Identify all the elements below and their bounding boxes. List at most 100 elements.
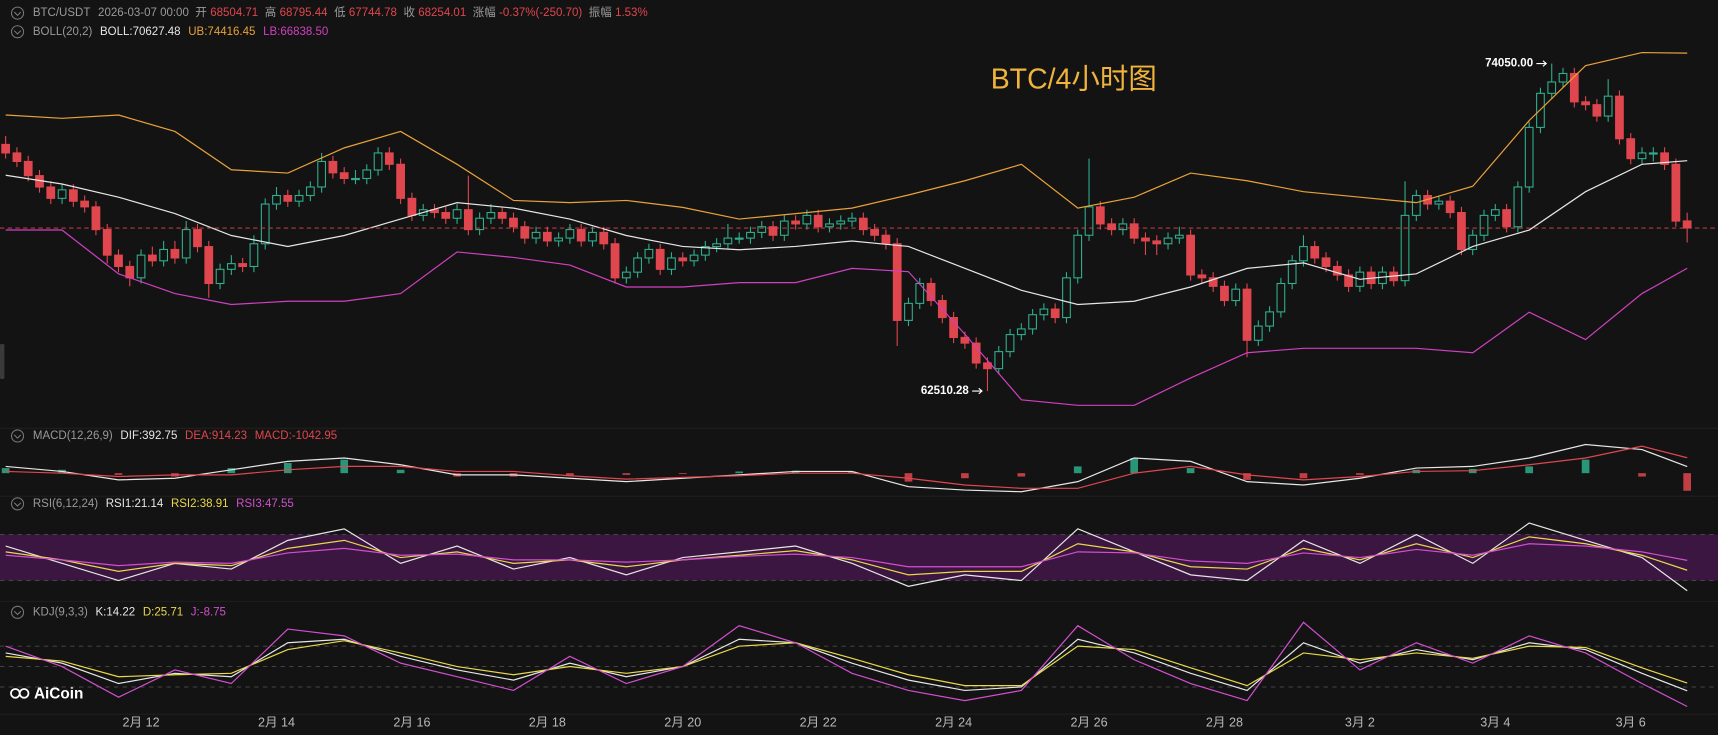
candle-body (712, 243, 722, 248)
candle-body (1615, 95, 1624, 140)
field-label: 开 (195, 7, 207, 19)
candle-body (904, 302, 913, 321)
candle-body (1660, 152, 1669, 165)
candle-body (1569, 72, 1579, 103)
candle-body (667, 257, 676, 270)
macd-bar (1299, 473, 1308, 479)
candle-body (1479, 214, 1489, 236)
candle-body (813, 214, 823, 228)
candle-body (621, 271, 631, 279)
candle-body (294, 194, 304, 202)
macd-bar (1017, 473, 1026, 477)
field-label: 振幅 (589, 5, 612, 19)
legend-entry: BOLL:70627.48 (100, 26, 181, 38)
candle-body (1073, 234, 1083, 279)
candle-body (1039, 308, 1049, 316)
candle-body (486, 211, 496, 219)
candle-body (396, 163, 406, 199)
candle-body (565, 229, 575, 239)
candle-body (91, 206, 101, 231)
bell-icon (10, 25, 25, 39)
candle-body (1581, 101, 1590, 106)
candle-body (125, 265, 135, 279)
candle-body (215, 268, 225, 285)
candle-body (1287, 260, 1297, 285)
candle-body (881, 234, 891, 245)
candle-body (960, 336, 970, 344)
candle-body (994, 351, 1004, 370)
logo: AiCoin (10, 686, 83, 703)
candle-body (317, 160, 327, 188)
legend-entry: D:25.71 (143, 606, 183, 618)
field-label: 高 (265, 5, 277, 19)
candle-body (531, 231, 541, 239)
legend: MACD(12,26,9) DIF:392.75 DEA:914.23 MACD:-1… (33, 430, 337, 442)
indicator-line (5, 229, 1688, 406)
macd-bar (1581, 459, 1590, 474)
symbol: BTC/USDT (33, 7, 91, 19)
side-handle[interactable] (0, 343, 5, 380)
field-value: 68254.01 (418, 7, 466, 19)
candle-body (1502, 209, 1511, 228)
candle-body (463, 209, 473, 231)
logo-icon (18, 688, 30, 699)
candle-body (328, 160, 338, 174)
candle-body (23, 160, 33, 177)
candle-body (1457, 211, 1466, 250)
candle-body (1299, 246, 1308, 262)
legend-entry: LB:66838.50 (263, 26, 328, 38)
field-label: 涨幅 (473, 6, 496, 19)
candle-body (362, 169, 372, 180)
candle-body (1208, 277, 1218, 287)
candle-body (1344, 274, 1353, 287)
legend-entry: DIF:392.75 (120, 430, 177, 442)
candle-body (1321, 257, 1331, 268)
candle-body (102, 229, 112, 256)
header: BTC/USDT 2026-03-07 00:00 开 68504.71 高 68795.… (33, 5, 648, 19)
indicator-line (5, 51, 1688, 220)
candle-body (1558, 72, 1568, 83)
x-tick-label: 3月 2 (1345, 715, 1375, 729)
x-tick-label: 2月 26 (1071, 715, 1108, 729)
x-tick-label: 2月 20 (664, 715, 701, 729)
macd-bar (1073, 466, 1082, 474)
macd-bar (283, 463, 292, 474)
bell-icon (10, 497, 25, 511)
candle-body (520, 226, 530, 239)
legend-entry: J:-8.75 (191, 606, 226, 618)
candle-body (351, 177, 360, 181)
candle-body (204, 246, 214, 285)
candle-body (1648, 152, 1658, 155)
bell-icon (13, 502, 22, 507)
candle-body (1174, 234, 1184, 239)
candle-body (700, 246, 710, 256)
candle-body (1242, 288, 1252, 341)
legend-entry: UB:74416.45 (188, 26, 255, 38)
logo-text: AiCoin (34, 686, 83, 703)
candle-body (1107, 223, 1116, 231)
candle-body (599, 231, 609, 245)
candle-body (509, 217, 518, 228)
candle-body (57, 189, 67, 199)
candle-body (159, 248, 169, 262)
macd-bar (678, 473, 687, 475)
macd-bar (622, 473, 631, 475)
macd-bar (848, 471, 856, 474)
x-tick-label: 2月 28 (1206, 715, 1243, 729)
candle-body (497, 211, 507, 219)
candle-body (689, 254, 699, 262)
candle-body (249, 243, 259, 268)
candle-body (1095, 206, 1105, 225)
candle-body (452, 209, 462, 219)
candle-body (1050, 308, 1060, 319)
candle-body (68, 189, 78, 202)
indicator-line (5, 445, 1688, 489)
candle-body (80, 200, 90, 208)
legend: KDJ(9,3,3) K:14.22 D:25.71 J:-8.75 (33, 606, 226, 618)
candle-body (983, 362, 992, 370)
candle-body (1163, 237, 1173, 245)
candle-body (407, 197, 417, 216)
candle-body (768, 226, 778, 236)
x-tick-label: 2月 22 (800, 715, 837, 729)
